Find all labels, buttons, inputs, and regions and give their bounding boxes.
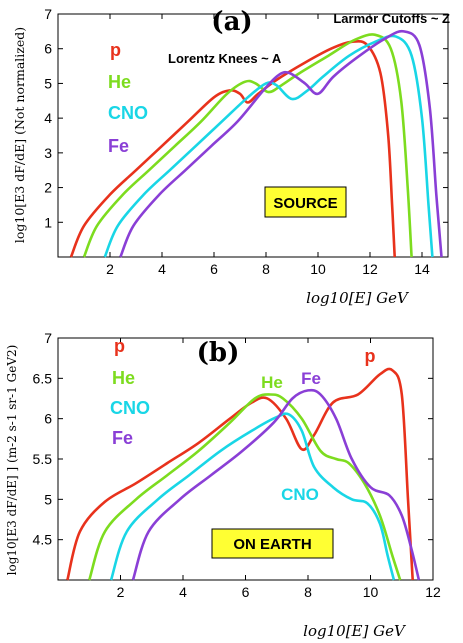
larmor-annotation: Larmor Cutoffs ~ Z <box>333 11 450 26</box>
x-tick-label: 2 <box>106 261 114 277</box>
x-tick-label: 8 <box>262 261 270 277</box>
legend-b-cno: CNO <box>110 398 150 418</box>
xlabel-b: log10[E] GeV <box>303 622 407 640</box>
y-tick-label: 2 <box>44 180 52 196</box>
y-tick-label: 1 <box>44 214 52 230</box>
x-tick-label: 2 <box>117 584 125 600</box>
series-line-cno <box>103 34 434 258</box>
y-tick-label: 6.5 <box>33 370 53 386</box>
source-box-label: SOURCE <box>273 195 337 212</box>
series-line-he <box>82 33 413 258</box>
panel-b: (b) p He CNO Fe He Fe p CNO ON EARTH log… <box>5 336 407 640</box>
y-tick-label: 4.5 <box>33 532 53 548</box>
y-tick-label: 7 <box>44 330 52 346</box>
source-box <box>264 186 347 218</box>
panel-a: (a) Larmor Cutoffs ~ Z Lorentz Knees ~ A… <box>12 7 450 307</box>
on-earth-box-label: ON EARTH <box>233 536 311 553</box>
x-tick-label: 4 <box>179 584 187 600</box>
y-tick-label: 6 <box>44 41 52 57</box>
x-tick-label: 12 <box>425 584 441 600</box>
xlabel-a: log10[E] GeV <box>306 289 410 307</box>
legend-a-fe: Fe <box>108 136 129 156</box>
y-tick-label: 5 <box>44 75 52 91</box>
legend-a-cno: CNO <box>108 103 148 123</box>
panel-b-label: (b) <box>197 338 240 368</box>
series-line-p <box>69 39 396 258</box>
lorentz-annotation: Lorentz Knees ~ A <box>168 51 282 66</box>
on-earth-box <box>211 528 334 559</box>
y-tick-label: 5 <box>44 491 52 507</box>
plot-frame <box>57 13 449 258</box>
x-tick-label: 6 <box>242 584 250 600</box>
y-tick-label: 6 <box>44 411 52 427</box>
x-tick-label: 12 <box>362 261 378 277</box>
plot-1: 2 4 6 8 10 12 4.5 5 5.5 6 6.5 7 <box>33 330 441 600</box>
series-line-he <box>88 393 402 581</box>
legend-b-he: He <box>112 368 135 388</box>
x-tick-label: 10 <box>310 261 326 277</box>
x-tick-label: 14 <box>414 261 430 277</box>
y-tick-label: 3 <box>44 145 52 161</box>
y-tick-label: 7 <box>44 6 52 22</box>
y-tick-label: 4 <box>44 110 52 126</box>
panel-a-label: (a) <box>211 7 252 37</box>
ylabel-b: log10[E3 dF/dE] ] (m-2 s-1 sr-1 GeV2) <box>5 345 19 576</box>
legend-b-p: p <box>114 336 125 356</box>
x-tick-label: 4 <box>158 261 166 277</box>
ylabel-a: log10[E3 dF/dE] (Not normalized) <box>12 27 27 243</box>
x-tick-label: 10 <box>363 584 379 600</box>
curve-label-fe: Fe <box>301 369 321 388</box>
legend-a-he: He <box>108 72 131 92</box>
legend-a-p: p <box>110 40 121 60</box>
series-line-p <box>66 367 414 581</box>
curve-label-p: p <box>365 346 376 366</box>
curve-label-he: He <box>261 373 283 392</box>
x-tick-label: 8 <box>304 584 312 600</box>
x-tick-label: 6 <box>210 261 218 277</box>
curve-label-cno: CNO <box>281 485 319 504</box>
y-tick-label: 5.5 <box>33 451 53 467</box>
series-line-fe <box>119 29 443 258</box>
series-line-cno <box>109 412 396 581</box>
series-line-fe <box>131 388 421 581</box>
legend-b-fe: Fe <box>112 428 133 448</box>
